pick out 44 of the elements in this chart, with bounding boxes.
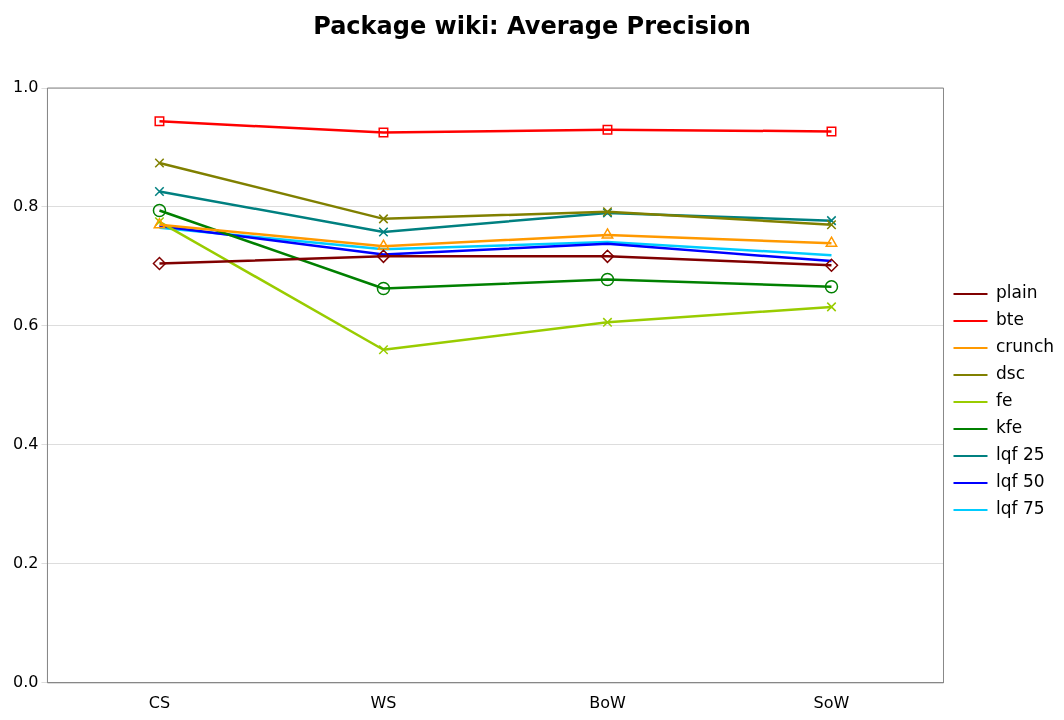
point [826, 126, 837, 137]
legend-label: fe [995, 390, 1013, 411]
x-tick-label: SoW [813, 692, 850, 712]
point [826, 215, 837, 226]
y-tick-label: 0.8 [12, 196, 39, 216]
point [825, 236, 838, 247]
point [154, 157, 165, 168]
y-tick-label: 1.0 [12, 77, 39, 97]
point [152, 203, 167, 218]
point [600, 249, 615, 264]
legend-label: lqf 50 [995, 471, 1045, 492]
y-tick-label: 0.6 [12, 315, 39, 335]
point [824, 258, 839, 272]
y-tick-label: 0.0 [12, 671, 39, 691]
point [152, 256, 167, 271]
point [378, 226, 389, 237]
legend-label: plain [995, 282, 1038, 303]
legend-label: lqf 75 [995, 498, 1045, 519]
point [824, 279, 839, 294]
point [376, 281, 391, 296]
point [378, 344, 389, 355]
point [600, 272, 615, 287]
x-tick-label: WS [370, 692, 397, 712]
point [154, 186, 165, 197]
point [826, 219, 837, 230]
legend-label: kfe [995, 417, 1023, 438]
point [154, 116, 165, 127]
chart-title: Package wiki: Average Precision [312, 12, 752, 42]
point [377, 239, 390, 250]
y-tick-label: 0.4 [12, 434, 39, 454]
point [602, 317, 613, 328]
legend-label: bte [995, 309, 1024, 330]
legend-label: dsc [995, 363, 1025, 384]
x-tick-label: CS [148, 692, 171, 712]
y-tick-label: 0.2 [12, 553, 39, 572]
point [376, 249, 391, 264]
point [602, 124, 613, 135]
legend-label: crunch [995, 336, 1055, 357]
point [378, 213, 389, 224]
legend-label: lqf 25 [995, 444, 1045, 465]
point [601, 228, 614, 239]
x-tick-label: BoW [589, 692, 626, 712]
point [378, 127, 389, 138]
point [826, 301, 837, 312]
